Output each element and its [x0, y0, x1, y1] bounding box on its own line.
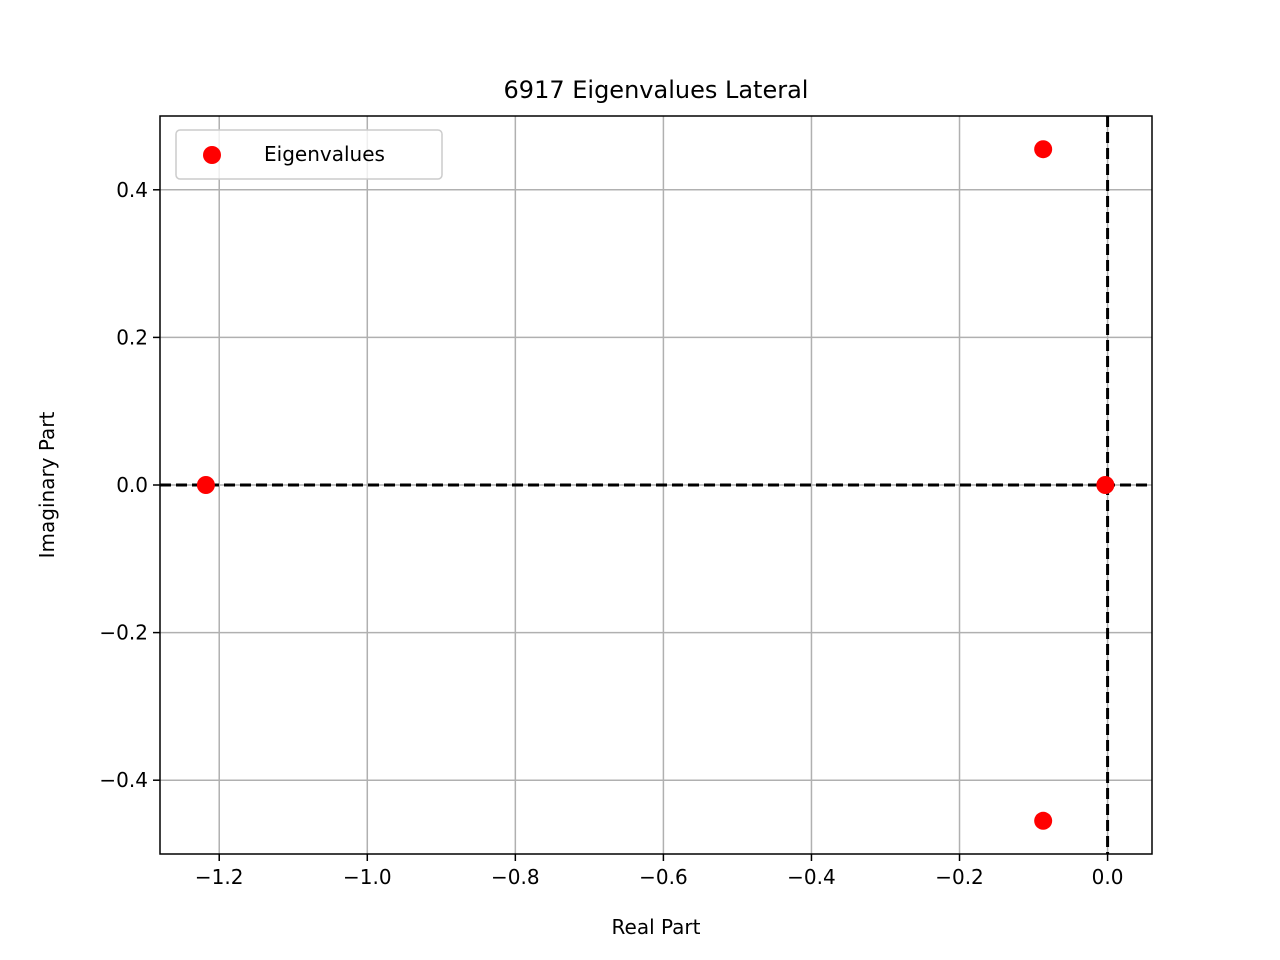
x-tick-label: 0.0 [1092, 865, 1124, 889]
chart-title: 6917 Eigenvalues Lateral [504, 76, 809, 104]
legend-marker [203, 146, 221, 164]
y-tick-label: 0.2 [116, 325, 148, 349]
x-tick-label: −0.6 [639, 865, 688, 889]
legend-box [175, 129, 443, 180]
eigenvalue-point [1096, 476, 1115, 494]
y-tick-label: 0.4 [116, 178, 148, 202]
legend-label: Eigenvalues [264, 142, 385, 166]
eigenvalue-point [1034, 811, 1053, 830]
legend: Eigenvalues [175, 129, 443, 180]
y-axis-label: Imaginary Part [35, 411, 59, 558]
eigenvalue-point [196, 476, 215, 494]
y-tick-label: −0.2 [99, 621, 148, 645]
x-axis-ticks: −1.2 −1.0 −0.8 −0.6 −0.4 −0.2 0.0 [195, 854, 1124, 889]
x-tick-label: −0.2 [935, 865, 984, 889]
data-points [196, 140, 1115, 830]
y-axis-ticks: 0.4 0.2 0.0 −0.2 −0.4 [99, 178, 160, 792]
x-tick-label: −1.2 [195, 865, 244, 889]
x-tick-label: −0.8 [491, 865, 540, 889]
y-tick-label: 0.0 [116, 473, 148, 497]
eigenvalue-point [1034, 140, 1053, 159]
x-axis-label: Real Part [612, 915, 701, 939]
y-tick-label: −0.4 [99, 768, 148, 792]
x-tick-label: −1.0 [343, 865, 392, 889]
x-tick-label: −0.4 [787, 865, 836, 889]
